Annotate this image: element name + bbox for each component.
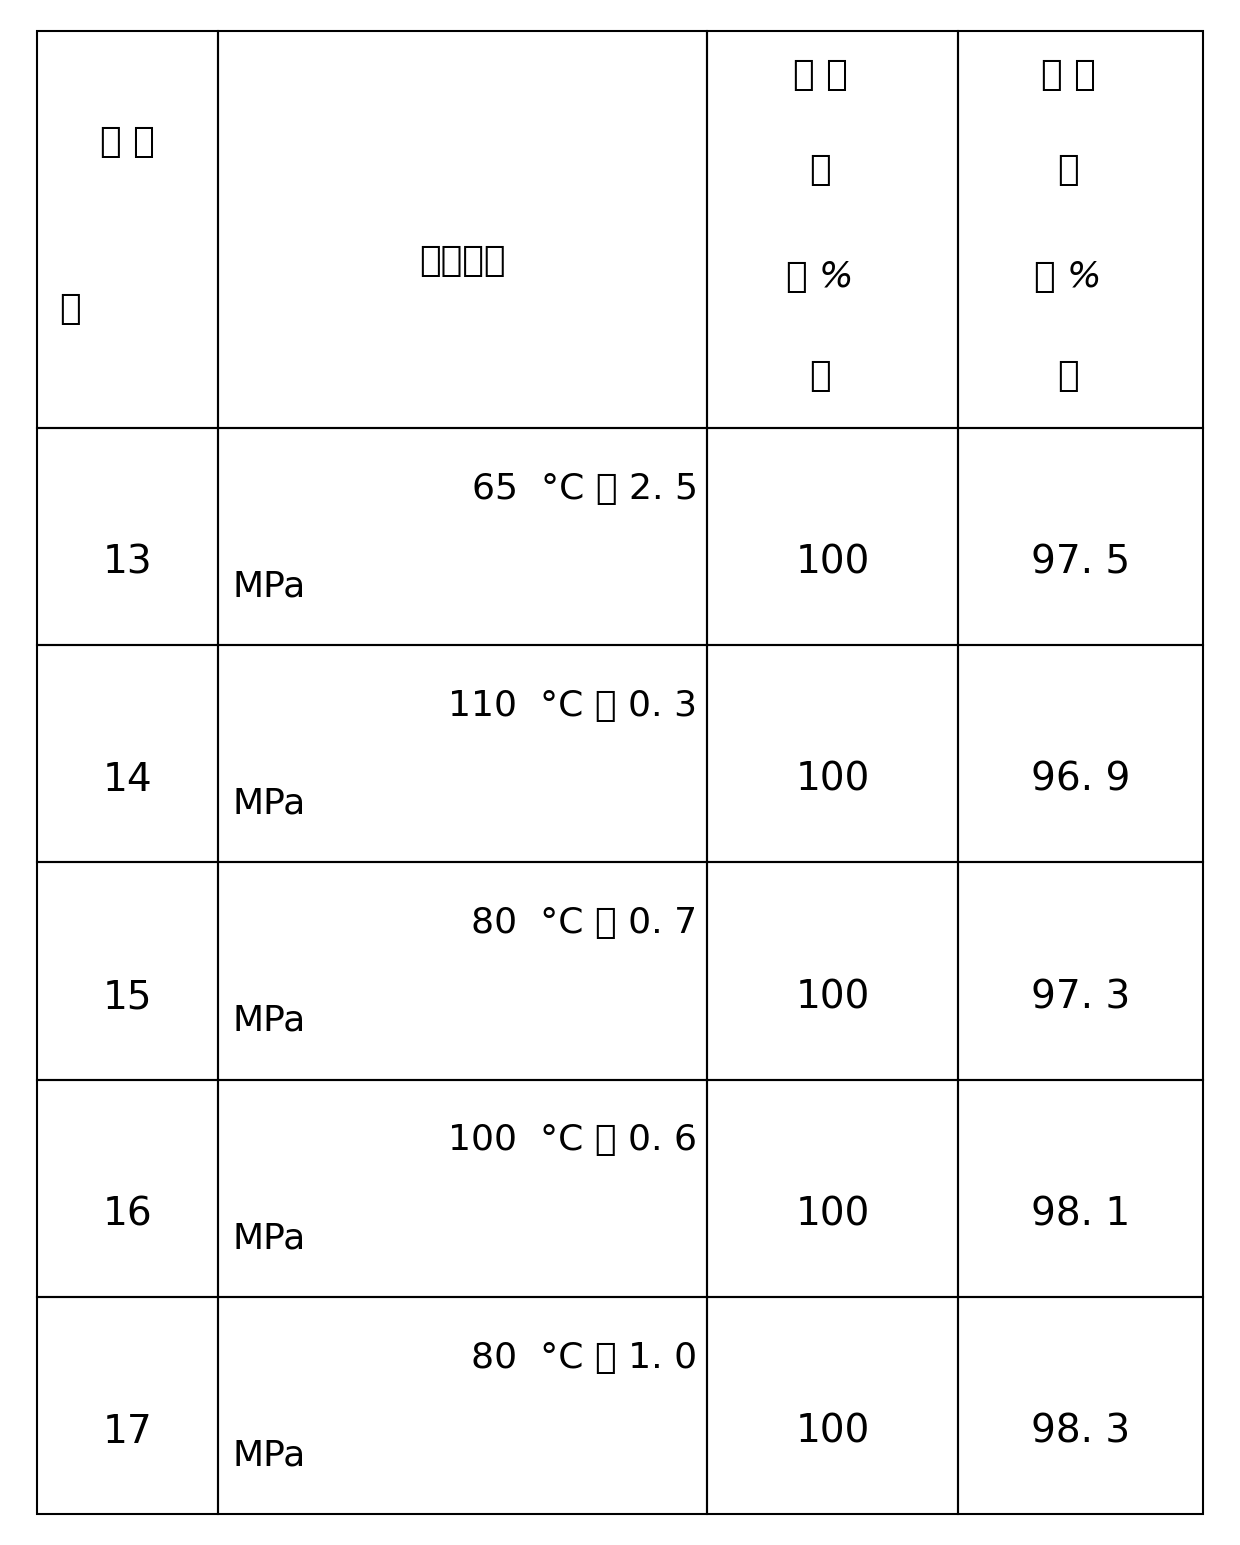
Text: 16: 16 <box>103 1196 153 1233</box>
Text: 14: 14 <box>103 760 153 799</box>
Bar <box>707 862 959 1080</box>
Text: 65  °C 、 2. 5: 65 °C 、 2. 5 <box>471 471 697 505</box>
Text: 97. 5: 97. 5 <box>1030 544 1130 581</box>
Bar <box>37 428 218 646</box>
Bar <box>959 646 1203 862</box>
Bar <box>707 1296 959 1514</box>
Text: 98. 1: 98. 1 <box>1030 1196 1130 1233</box>
Text: ）: ） <box>1058 360 1079 394</box>
Text: 80  °C 、 1. 0: 80 °C 、 1. 0 <box>471 1341 697 1375</box>
Text: 96. 9: 96. 9 <box>1030 760 1130 799</box>
Text: 100: 100 <box>796 978 870 1017</box>
Bar <box>218 1080 707 1296</box>
Bar <box>707 428 959 646</box>
Text: MPa: MPa <box>233 1004 306 1038</box>
Text: （ %: （ % <box>1034 260 1102 294</box>
Text: 性: 性 <box>1058 153 1079 187</box>
Text: ）: ） <box>810 360 831 394</box>
Text: 98. 3: 98. 3 <box>1030 1412 1130 1451</box>
Text: 80  °C 、 0. 7: 80 °C 、 0. 7 <box>471 907 697 941</box>
Text: 13: 13 <box>103 544 153 581</box>
Bar <box>37 862 218 1080</box>
Bar <box>37 31 218 428</box>
Text: 15: 15 <box>103 978 153 1017</box>
Bar <box>707 31 959 428</box>
Text: 100: 100 <box>796 760 870 799</box>
Text: 100: 100 <box>796 544 870 581</box>
Bar <box>959 1296 1203 1514</box>
Bar <box>218 1296 707 1514</box>
Text: 17: 17 <box>103 1412 153 1451</box>
Text: MPa: MPa <box>233 786 306 820</box>
Bar <box>959 862 1203 1080</box>
Text: 反应条件: 反应条件 <box>419 244 506 278</box>
Bar <box>37 1080 218 1296</box>
Bar <box>707 1080 959 1296</box>
Text: 100: 100 <box>796 1412 870 1451</box>
Text: 110  °C 、 0. 3: 110 °C 、 0. 3 <box>449 689 697 723</box>
Bar <box>218 862 707 1080</box>
Text: 100  °C 、 0. 6: 100 °C 、 0. 6 <box>449 1123 697 1157</box>
Text: （ %: （ % <box>786 260 854 294</box>
Text: 转 化: 转 化 <box>792 57 848 91</box>
Bar <box>37 1296 218 1514</box>
Bar <box>959 31 1203 428</box>
Text: 率: 率 <box>810 153 831 187</box>
Text: 97. 3: 97. 3 <box>1030 978 1130 1017</box>
Text: 例: 例 <box>60 292 81 326</box>
Bar <box>218 646 707 862</box>
Bar <box>707 646 959 862</box>
Bar <box>37 646 218 862</box>
Text: 实 施: 实 施 <box>100 125 155 159</box>
Bar <box>218 428 707 646</box>
Bar <box>959 1080 1203 1296</box>
Bar <box>218 31 707 428</box>
Text: MPa: MPa <box>233 1438 306 1472</box>
Bar <box>959 428 1203 646</box>
Text: MPa: MPa <box>233 570 306 604</box>
Text: MPa: MPa <box>233 1221 306 1255</box>
Text: 100: 100 <box>796 1196 870 1233</box>
Text: 选 择: 选 择 <box>1040 57 1096 91</box>
